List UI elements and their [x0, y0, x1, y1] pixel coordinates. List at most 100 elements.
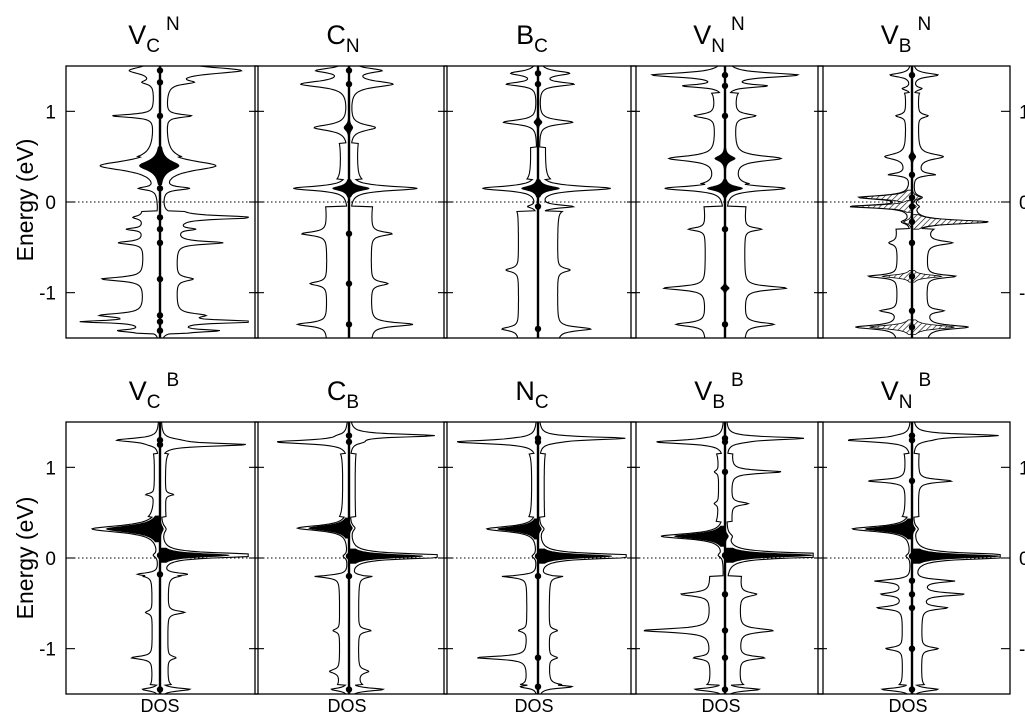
panel-title: BC — [516, 20, 548, 57]
state-marker — [345, 432, 353, 439]
defect-state-filled — [909, 548, 1000, 564]
state-marker — [156, 327, 164, 334]
state-marker — [345, 230, 353, 237]
state-marker — [156, 79, 164, 86]
state-marker — [908, 686, 916, 693]
dos-curve-left — [79, 65, 158, 339]
dos-panel: VNN — [630, 14, 824, 339]
state-marker — [345, 280, 353, 287]
panel-group: VCN -1 0 1 CN BC VNN VBN -1 0 1 VCB -1 0 1 CB NC VBB VNB -1… — [39, 14, 1025, 695]
state-marker — [908, 194, 916, 201]
state-marker — [345, 80, 353, 88]
y-tick-label: 1 — [1019, 458, 1025, 479]
state-marker — [721, 627, 729, 634]
panel-title: CB — [327, 376, 359, 413]
dos-curve-right — [726, 421, 814, 695]
dos-panel: VCB -1 0 1 — [39, 370, 259, 695]
dos-panel: VCN -1 0 1 — [39, 14, 259, 339]
state-marker — [908, 604, 916, 612]
state-marker — [156, 318, 164, 325]
y-tick-label: 0 — [1019, 193, 1025, 214]
state-marker — [156, 571, 164, 578]
panel-title: VBN — [881, 14, 931, 57]
state-marker — [908, 645, 916, 652]
state-marker — [534, 70, 542, 77]
dos-curve-right — [538, 421, 627, 695]
y-axis-label-top: Energy (eV) — [12, 139, 38, 262]
state-marker — [156, 185, 164, 192]
dos-curve-right — [726, 65, 800, 338]
state-marker — [908, 577, 916, 584]
state-marker — [908, 591, 916, 598]
dos-curve-right — [351, 65, 418, 339]
panel-title: VNB — [881, 370, 931, 413]
dos-panel: VBB — [630, 370, 824, 695]
state-marker — [908, 218, 916, 226]
dos-curve-left — [276, 422, 348, 695]
state-marker — [721, 686, 729, 693]
state-marker — [156, 312, 164, 319]
dos-curve-right — [161, 422, 249, 695]
dos-curve-left — [849, 65, 911, 339]
state-marker — [908, 477, 916, 485]
dos-curve-right — [913, 421, 1001, 695]
panel-title: VNN — [693, 14, 744, 57]
state-marker — [156, 275, 164, 283]
y-tick-label: 1 — [1019, 102, 1025, 123]
dos-curve-left — [482, 65, 537, 339]
state-marker — [721, 654, 729, 661]
dos-curve-left — [91, 421, 159, 695]
dos-curve-right — [350, 421, 438, 695]
defect-state-filled — [346, 548, 423, 564]
state-marker — [721, 185, 729, 192]
y-tick-label: -1 — [39, 640, 56, 661]
state-marker — [156, 686, 164, 693]
x-axis-label-4: DOS — [701, 696, 740, 716]
state-marker — [721, 112, 729, 120]
state-marker — [345, 553, 353, 560]
state-marker — [721, 468, 729, 476]
state-marker — [345, 572, 353, 580]
panel-title: VBB — [694, 370, 743, 413]
state-marker — [156, 162, 164, 169]
state-marker — [534, 185, 542, 192]
state-marker — [534, 435, 542, 442]
x-axis-label-5: DOS — [888, 696, 927, 716]
dos-panel: NC — [443, 376, 637, 695]
state-marker — [156, 67, 164, 74]
state-marker — [534, 325, 542, 333]
y-axis-label-bottom: Energy (eV) — [12, 497, 38, 620]
state-marker — [908, 171, 916, 178]
state-marker — [156, 525, 164, 533]
dos-curve-right — [539, 65, 611, 339]
dos-curve-left — [643, 421, 724, 695]
x-axis-label-3: DOS — [514, 696, 553, 716]
state-marker — [534, 683, 542, 690]
y-tick-label: 0 — [45, 549, 56, 570]
state-marker — [721, 552, 729, 559]
state-marker — [345, 321, 353, 328]
state-marker — [908, 307, 916, 314]
y-tick-label: 0 — [45, 193, 56, 214]
y-tick-label: -1 — [1019, 284, 1025, 305]
dos-panel: CB — [254, 376, 448, 695]
state-marker — [908, 239, 916, 246]
state-marker — [908, 553, 916, 560]
state-marker — [908, 203, 916, 210]
state-marker — [721, 435, 729, 442]
state-marker — [345, 686, 353, 693]
state-marker — [534, 553, 542, 560]
defect-state-filled — [673, 525, 729, 547]
panel-title: VCB — [129, 370, 179, 413]
defect-state-filled — [497, 518, 542, 540]
state-marker — [908, 153, 916, 160]
state-marker — [534, 203, 542, 210]
state-marker — [721, 226, 729, 233]
state-marker — [721, 71, 729, 79]
state-marker — [721, 591, 729, 598]
state-marker — [534, 572, 542, 580]
state-marker — [156, 436, 164, 444]
state-marker — [721, 82, 729, 90]
state-marker — [534, 80, 542, 88]
defect-state-filled — [864, 518, 916, 540]
